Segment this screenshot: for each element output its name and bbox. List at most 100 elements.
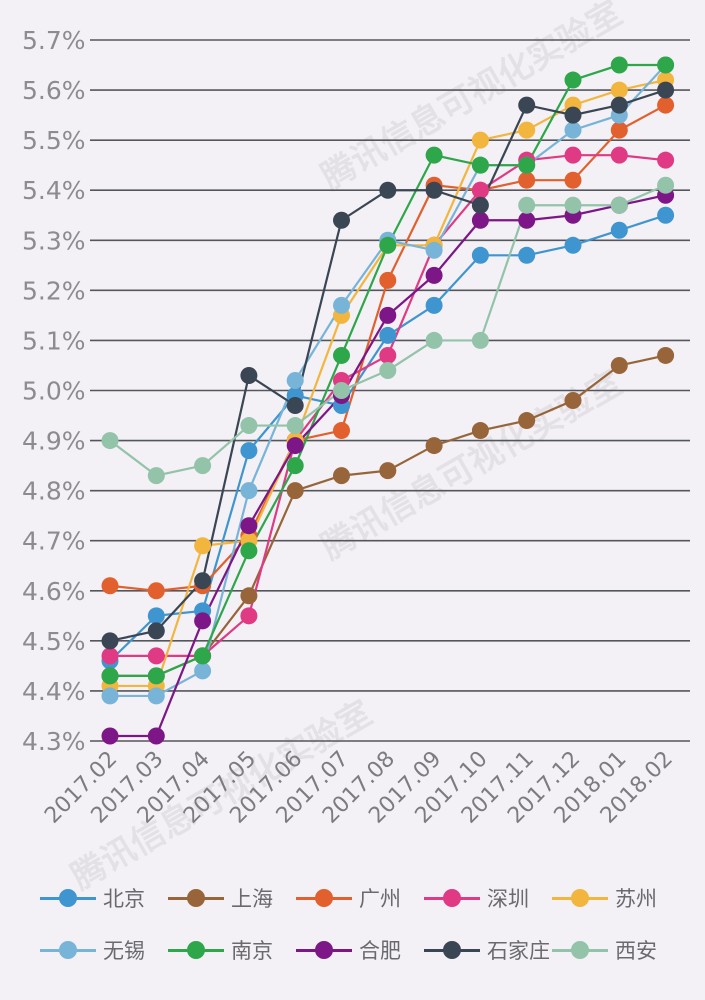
data-point [379,326,397,344]
data-point [425,146,443,164]
y-tick-label: 5.1% [22,326,86,355]
legend-label: 西安 [615,939,657,963]
data-point [610,96,628,114]
data-point [657,346,675,364]
data-point [610,221,628,239]
data-point [657,151,675,169]
data-point [564,146,582,164]
legend-label: 合肥 [359,939,401,963]
data-point [610,56,628,74]
data-point [564,236,582,254]
data-point [425,437,443,455]
data-point [101,577,119,595]
data-point [286,482,304,500]
data-point [240,417,258,435]
data-point [194,662,212,680]
legend-marker-icon [552,940,608,960]
data-point [564,106,582,124]
legend-item: 上海 [168,885,296,911]
data-point [564,171,582,189]
legend: 北京 上海 广州 深圳 苏州 无锡 南京 合肥 石家庄 西安 [40,885,680,963]
legend-item: 西安 [552,937,680,963]
data-point [194,572,212,590]
y-tick-label: 4.8% [22,477,86,506]
legend-label: 深圳 [487,887,529,911]
data-point [147,647,165,665]
watermark-text: 腾讯信息可视化实验室 [315,0,629,198]
data-point [471,181,489,199]
data-point [286,457,304,475]
data-point [610,121,628,139]
legend-item: 南京 [168,937,296,963]
data-point [147,687,165,705]
y-tick-label: 4.9% [22,427,86,456]
data-point [518,412,536,430]
data-point [379,181,397,199]
legend-marker-icon [552,888,608,908]
legend-label: 广州 [359,887,401,911]
data-point [518,156,536,174]
legend-item: 无锡 [40,937,168,963]
data-point [333,296,350,314]
data-point [286,417,304,435]
data-point [240,517,258,535]
y-axis-tick-labels: 4.3% 4.4% 4.5% 4.6% 4.7% 4.8% 4.9% 5.0% 5.1% 5.2%… [22,26,86,756]
data-point [425,296,443,314]
data-point [471,246,489,264]
data-point [147,467,165,485]
data-point [379,236,397,254]
legend-label: 无锡 [103,939,145,963]
y-tick-label: 5.3% [22,226,86,255]
data-point [518,121,536,139]
y-tick-label: 5.6% [22,76,86,105]
data-point [379,271,397,289]
data-point [147,667,165,685]
legend-marker-icon [424,940,480,960]
data-point [147,582,165,600]
data-point [564,71,582,89]
data-point [101,687,119,705]
series-points [101,56,675,745]
data-point [471,211,489,229]
data-point [657,96,675,114]
data-point [471,156,489,174]
data-point [101,647,119,665]
legend-item: 深圳 [424,885,552,911]
data-point [425,181,443,199]
data-point [194,647,212,665]
y-tick-label: 5.0% [22,377,86,406]
data-point [101,632,119,650]
data-point [240,607,258,625]
data-point [101,667,119,685]
data-point [379,462,397,480]
data-point [518,96,536,114]
legend-label: 苏州 [615,887,657,911]
data-point [333,346,350,364]
x-axis-tick-labels: 2017.022017.032017.042017.052017.062017.… [40,747,678,829]
data-point [425,331,443,349]
data-point [610,356,628,374]
legend-label: 石家庄 [487,939,550,963]
data-point [379,346,397,364]
legend-label: 南京 [231,939,273,963]
data-point [194,457,212,475]
data-point [518,211,536,229]
legend-item: 苏州 [552,885,680,911]
data-point [194,537,212,555]
data-point [518,246,536,264]
data-point [333,467,350,485]
data-point [379,361,397,379]
data-point [471,131,489,149]
data-point [518,171,536,189]
data-point [147,622,165,640]
legend-item: 广州 [296,885,424,911]
data-point [564,196,582,214]
data-point [333,211,350,229]
legend-label: 上海 [231,887,273,911]
data-point [286,437,304,455]
data-point [379,306,397,324]
legend-marker-icon [168,888,224,908]
data-point [610,146,628,164]
y-tick-label: 4.6% [22,577,86,606]
